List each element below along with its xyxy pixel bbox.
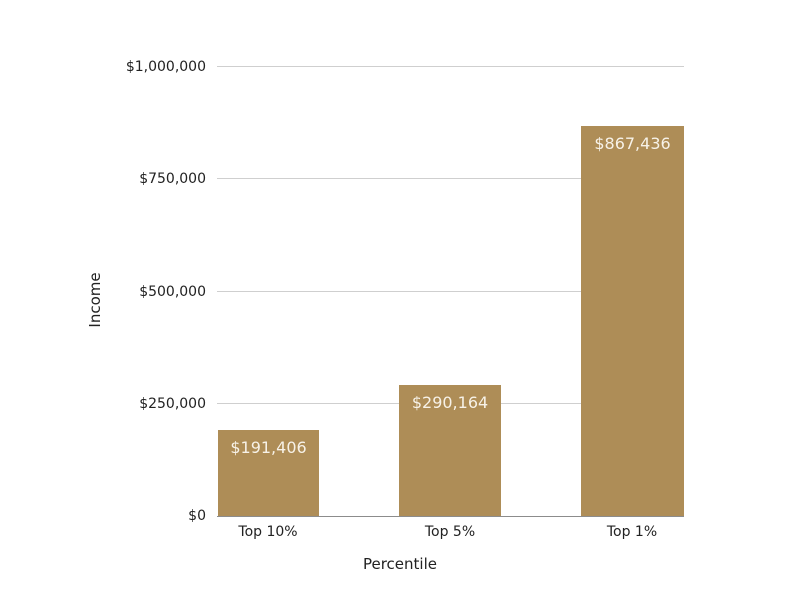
- gridline-500000: [217, 291, 684, 292]
- bar-value-label: $191,406: [230, 438, 307, 457]
- y-tick-label: $500,000: [139, 284, 206, 300]
- y-tick-label: $750,000: [139, 171, 206, 187]
- bar-top-5: $290,164: [399, 385, 501, 516]
- y-tick-label: $0: [188, 508, 206, 524]
- x-axis-title: Percentile: [362, 555, 437, 573]
- gridline-1000000: [217, 66, 684, 67]
- y-tick-label: $250,000: [139, 396, 206, 412]
- x-tick-label: Top 1%: [606, 524, 658, 540]
- x-tick-label: Top 10%: [238, 524, 298, 540]
- bar-top-10: $191,406: [218, 430, 319, 516]
- bar-value-label: $290,164: [411, 393, 489, 412]
- y-tick-label: $1,000,000: [125, 59, 206, 75]
- bar-value-label: $867,436: [594, 134, 671, 153]
- x-tick-label: Top 5%: [424, 524, 476, 540]
- bar-top-1: $867,436: [581, 126, 684, 516]
- y-axis-title: Income: [86, 272, 104, 328]
- x-axis-line: [217, 516, 684, 517]
- gridline-750000: [217, 178, 684, 179]
